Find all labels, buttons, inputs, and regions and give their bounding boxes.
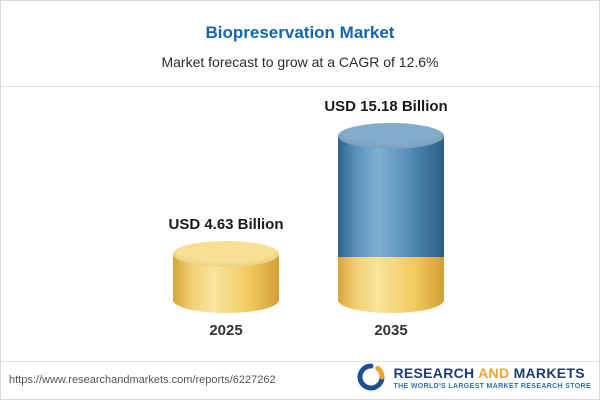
footer-divider: [1, 361, 599, 362]
x-axis-label-2035: 2035: [374, 322, 408, 339]
bar-2035-top-ellipse: [338, 123, 444, 149]
bar-2025-top-ellipse: [173, 241, 279, 267]
logo-word-research: RESEARCH: [393, 364, 475, 381]
research-and-markets-logo-icon: [358, 363, 385, 391]
header-divider: [1, 86, 599, 87]
bar-2035-blue-segment: [338, 136, 444, 257]
value-label-2035: USD 15.18 Billion: [324, 98, 448, 115]
source-url: https://www.researchandmarkets.com/repor…: [9, 374, 276, 386]
logo-word-and: AND: [478, 364, 510, 381]
bar-2025: [173, 241, 279, 313]
value-label-2025: USD 4.63 Billion: [168, 216, 284, 233]
bar-2035: [338, 123, 444, 313]
logo-text: RESEARCH AND MARKETS THE WORLD'S LARGEST…: [393, 365, 591, 390]
research-and-markets-logo: RESEARCH AND MARKETS THE WORLD'S LARGEST…: [355, 363, 591, 391]
x-axis-label-2025: 2025: [209, 322, 243, 339]
bar-2035-gold-base-segment: [338, 257, 444, 313]
logo-tagline: THE WORLD'S LARGEST MARKET RESEARCH STOR…: [393, 382, 591, 390]
logo-wordmark: RESEARCH AND MARKETS: [393, 365, 591, 381]
chart-subtitle: Market forecast to grow at a CAGR of 12.…: [161, 54, 439, 70]
logo-word-markets: MARKETS: [513, 364, 585, 381]
chart-title: Biopreservation Market: [205, 23, 395, 42]
